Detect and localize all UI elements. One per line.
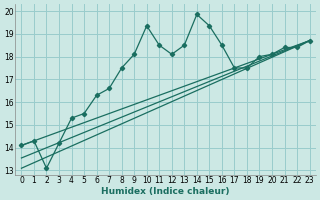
X-axis label: Humidex (Indice chaleur): Humidex (Indice chaleur): [101, 187, 230, 196]
